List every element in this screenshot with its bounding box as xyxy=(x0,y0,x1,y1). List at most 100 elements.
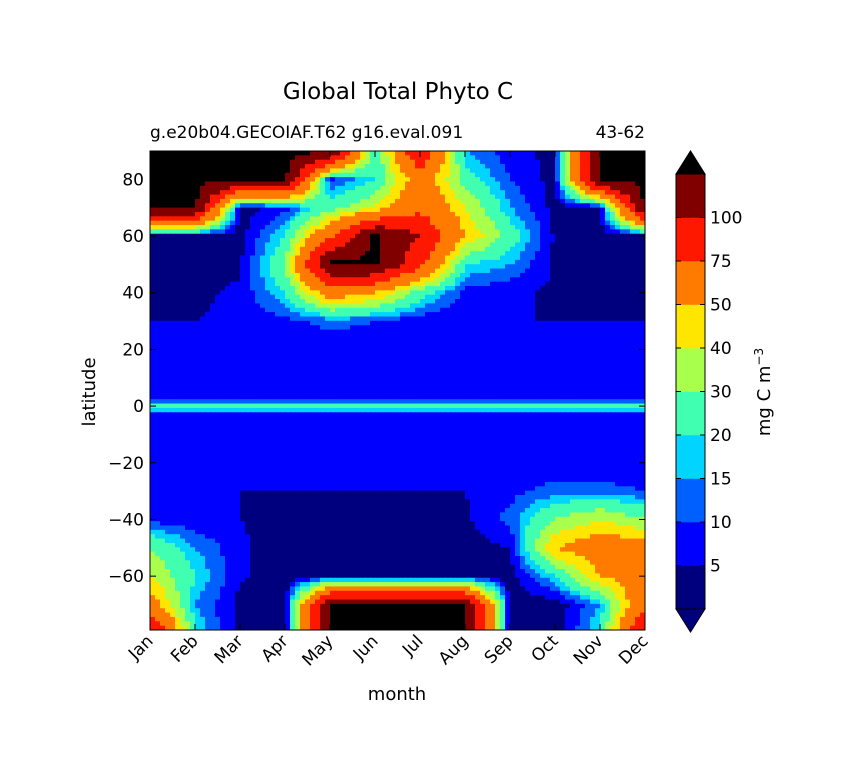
heatmap-cell xyxy=(210,342,216,348)
heatmap-cell xyxy=(350,299,356,304)
heatmap-cell xyxy=(330,360,336,365)
heatmap-cell xyxy=(435,364,441,370)
heatmap-cell xyxy=(155,346,161,352)
heatmap-cell xyxy=(520,164,526,170)
heatmap-cell xyxy=(625,225,631,230)
heatmap-cell xyxy=(330,151,336,156)
heatmap-cell xyxy=(550,290,556,296)
heatmap-cell xyxy=(595,316,601,322)
heatmap-cell xyxy=(570,246,576,252)
heatmap-cell xyxy=(160,216,166,222)
heatmap-cell xyxy=(340,368,346,374)
heatmap-cell xyxy=(330,155,336,161)
heatmap-cell xyxy=(405,159,411,165)
heatmap-cell xyxy=(290,207,296,213)
heatmap-cell xyxy=(415,277,421,283)
heatmap-cell xyxy=(525,355,531,361)
heatmap-cell xyxy=(230,164,236,170)
heatmap-cell xyxy=(240,290,246,296)
heatmap-cell xyxy=(175,177,181,183)
heatmap-cell xyxy=(375,320,381,326)
heatmap-cell xyxy=(635,159,641,165)
heatmap-cell xyxy=(225,225,231,230)
heatmap-cell xyxy=(615,255,621,261)
heatmap-cell xyxy=(175,216,181,222)
heatmap-cell xyxy=(180,151,186,156)
heatmap-cell xyxy=(600,320,606,326)
heatmap-cell xyxy=(460,294,466,300)
heatmap-cell xyxy=(545,346,551,352)
heatmap-cell xyxy=(535,259,541,265)
heatmap-cell xyxy=(340,190,346,196)
heatmap-cell xyxy=(435,181,441,187)
heatmap-cell xyxy=(230,316,236,322)
heatmap-cell xyxy=(620,181,626,187)
heatmap-cell xyxy=(245,159,251,165)
heatmap-cell xyxy=(625,172,631,178)
heatmap-cell xyxy=(515,346,521,352)
heatmap-cell xyxy=(300,185,306,191)
heatmap-cell xyxy=(155,159,161,165)
heatmap-cell xyxy=(560,333,566,339)
heatmap-cell xyxy=(385,198,391,204)
heatmap-cell xyxy=(215,320,221,326)
heatmap-cell xyxy=(280,207,286,213)
heatmap-cell xyxy=(540,255,546,261)
heatmap-cell xyxy=(225,368,231,374)
heatmap-cell xyxy=(550,333,556,339)
heatmap-cell xyxy=(185,190,191,196)
heatmap-cell xyxy=(285,364,291,370)
heatmap-cell xyxy=(410,198,416,204)
heatmap-cell xyxy=(315,242,321,248)
heatmap-cell xyxy=(150,368,156,374)
heatmap-cell xyxy=(550,268,556,274)
heatmap-cell xyxy=(320,211,326,217)
heatmap-cell xyxy=(545,307,551,313)
heatmap-cell xyxy=(490,320,496,326)
heatmap-cell xyxy=(350,190,356,196)
heatmap-cell xyxy=(295,325,301,331)
heatmap-cell xyxy=(270,338,276,344)
heatmap-cell xyxy=(605,312,611,318)
heatmap-cell xyxy=(360,251,366,257)
heatmap-cell xyxy=(630,233,636,239)
heatmap-cell xyxy=(630,329,636,335)
heatmap-cell xyxy=(635,229,641,235)
heatmap-cell xyxy=(155,203,161,209)
heatmap-cell xyxy=(245,225,251,230)
heatmap-cell xyxy=(510,307,516,313)
heatmap-cell xyxy=(380,220,386,226)
heatmap-cell xyxy=(555,238,561,244)
heatmap-cell xyxy=(535,225,541,230)
heatmap-cell xyxy=(445,155,451,161)
heatmap-cell xyxy=(200,177,206,183)
heatmap-cell xyxy=(550,360,556,365)
heatmap-cell xyxy=(425,220,431,226)
heatmap-cell xyxy=(540,259,546,265)
heatmap-cell xyxy=(505,333,511,339)
heatmap-cell xyxy=(615,198,621,204)
heatmap-cell xyxy=(500,220,506,226)
heatmap-cell xyxy=(150,355,156,361)
heatmap-cell xyxy=(220,177,226,183)
heatmap-cell xyxy=(410,264,416,270)
heatmap-cell xyxy=(380,255,386,261)
heatmap-cell xyxy=(215,277,221,283)
heatmap-cell xyxy=(425,351,431,357)
heatmap-cell xyxy=(410,220,416,226)
heatmap-cell xyxy=(365,355,371,361)
heatmap-cell xyxy=(485,290,491,296)
heatmap-cell xyxy=(580,290,586,296)
heatmap-cell xyxy=(335,251,341,257)
heatmap-cell xyxy=(610,155,616,161)
heatmap-cell xyxy=(460,198,466,204)
heatmap-cell xyxy=(525,246,531,252)
heatmap-cell xyxy=(350,251,356,257)
heatmap-cell xyxy=(255,246,261,252)
heatmap-cell xyxy=(165,194,171,200)
heatmap-cell xyxy=(520,172,526,178)
heatmap-cell xyxy=(240,299,246,304)
heatmap-cell xyxy=(155,303,161,309)
heatmap-cell xyxy=(320,285,326,291)
heatmap-cell xyxy=(270,251,276,257)
